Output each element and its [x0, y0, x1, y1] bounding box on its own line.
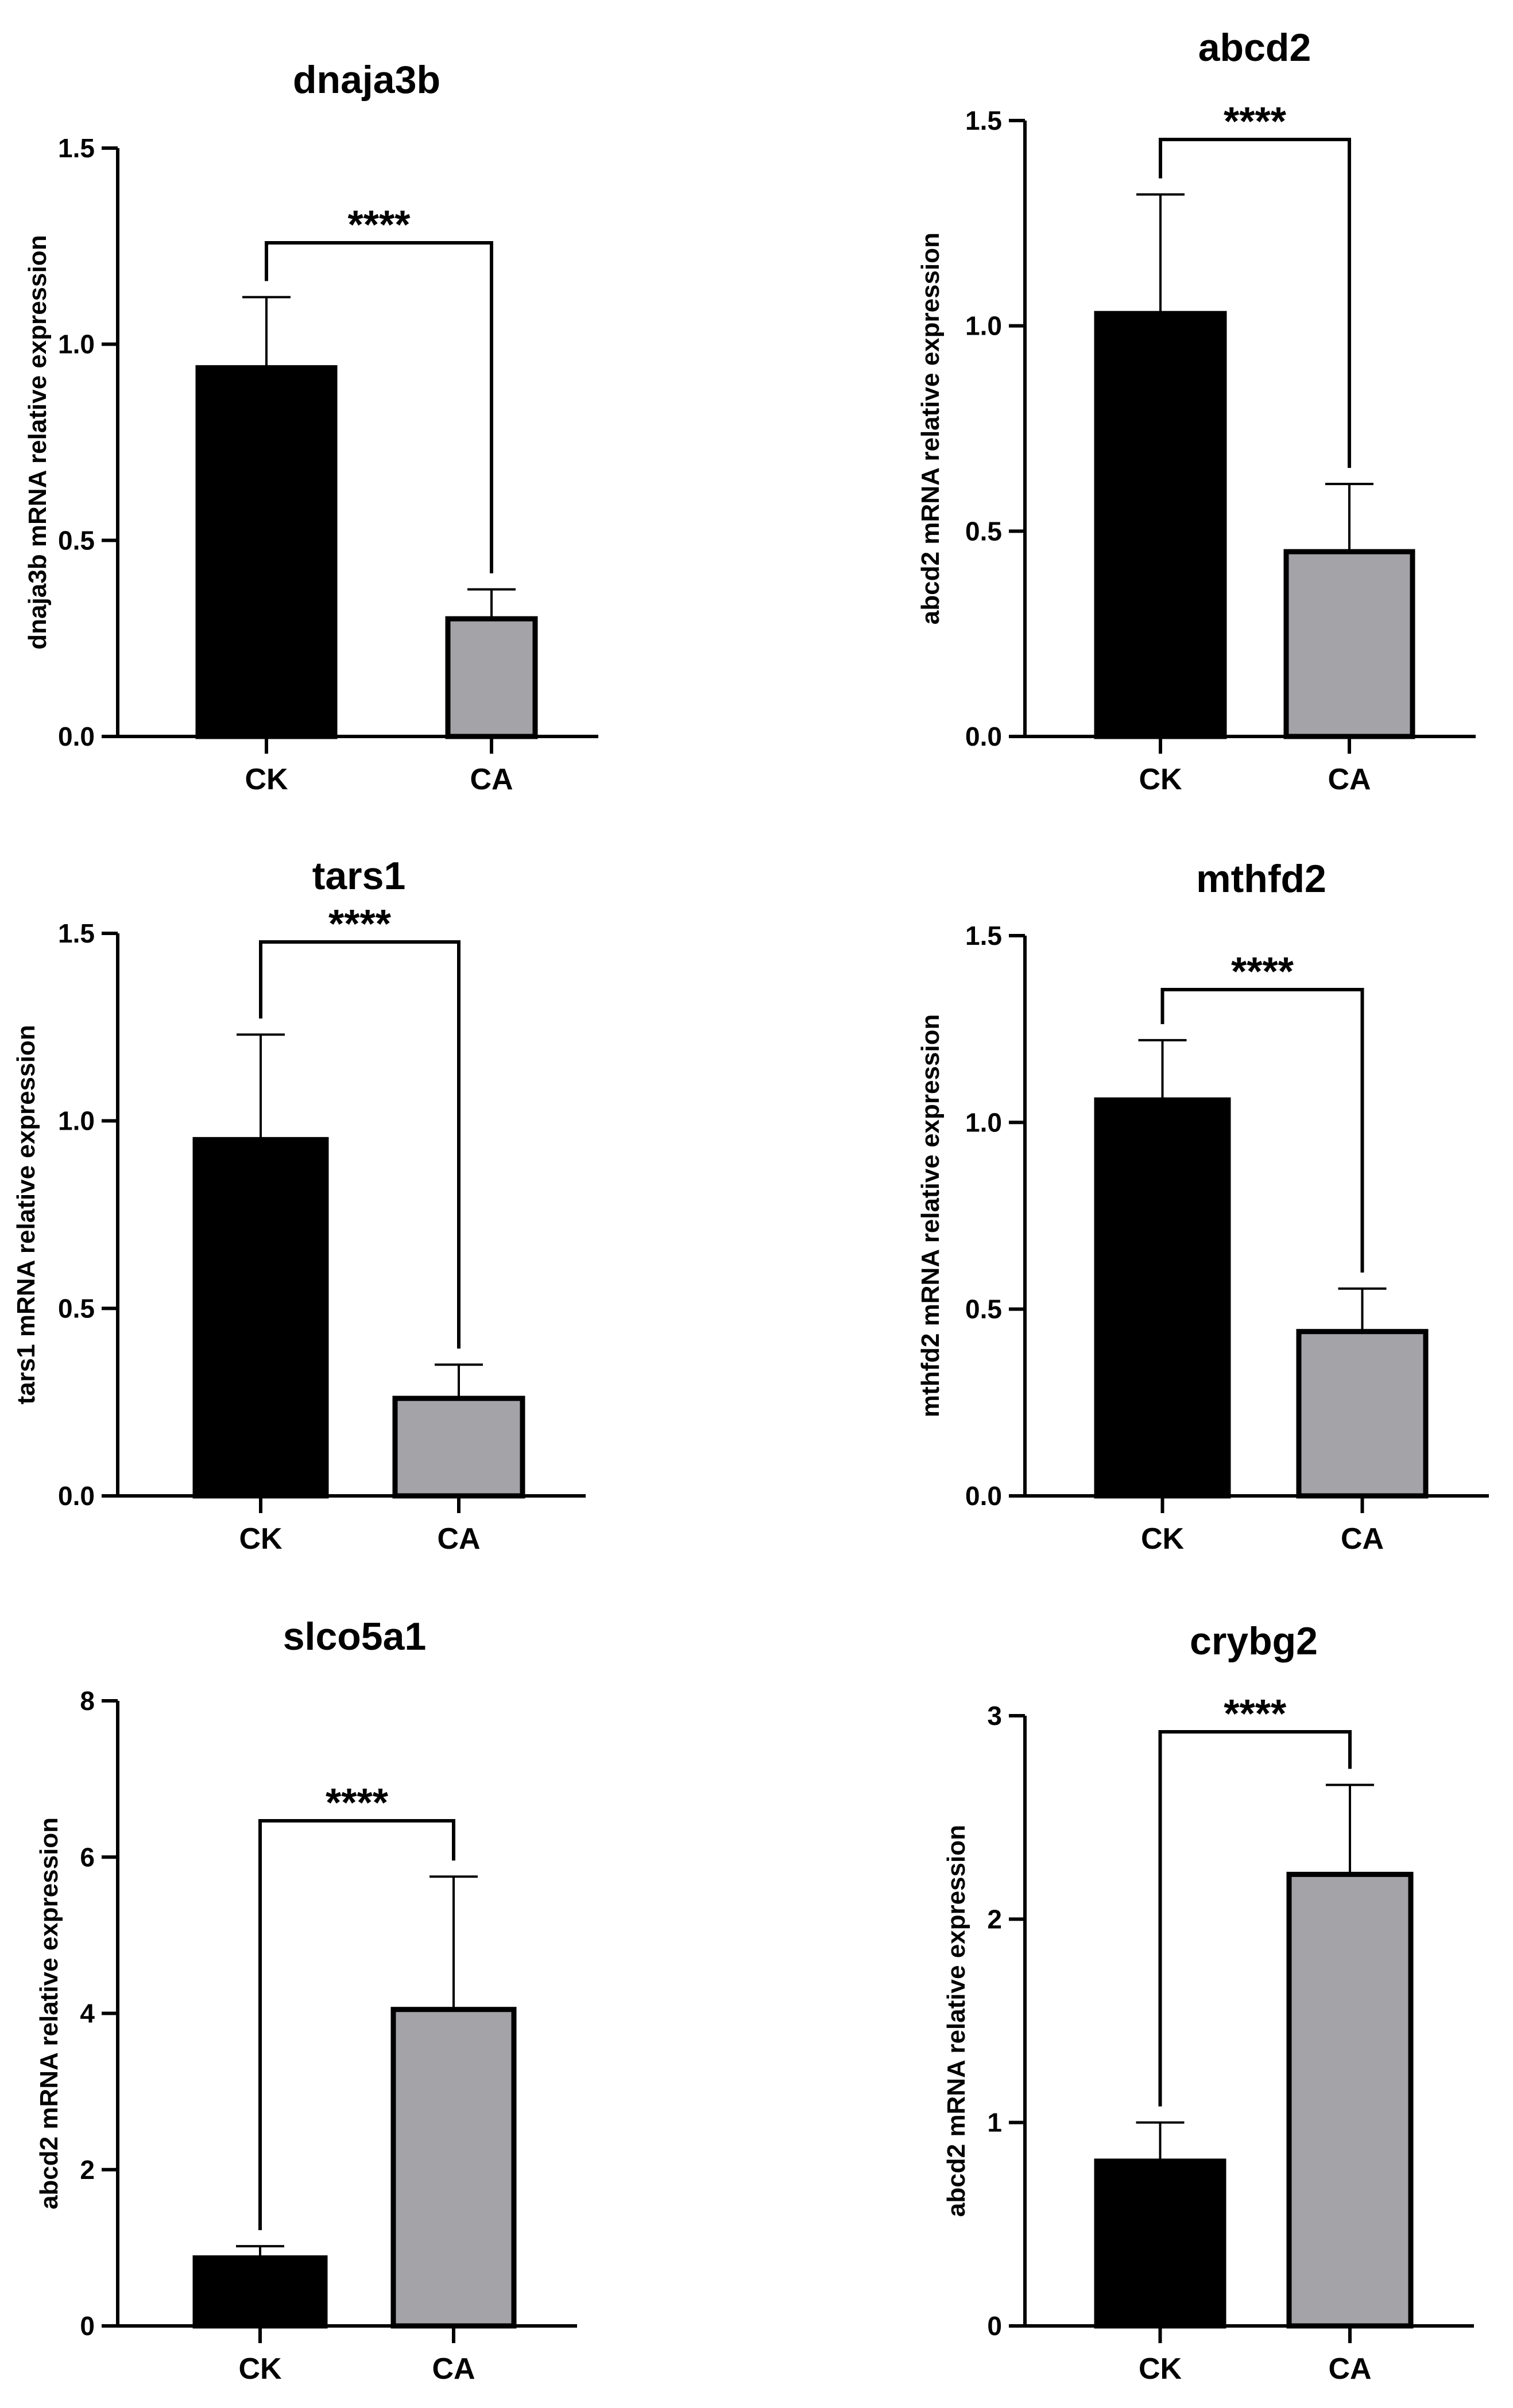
y-tick-label: 0.5	[965, 516, 1002, 546]
significance-marker: ****	[1231, 949, 1294, 994]
y-tick-label: 1.0	[58, 329, 95, 359]
significance-bracket	[1160, 988, 1364, 1273]
y-tick-label: 0.0	[965, 1481, 1002, 1511]
significance-marker: ****	[326, 1780, 389, 1825]
y-tick-label: 0.0	[965, 722, 1002, 751]
bar-ca	[392, 1395, 525, 1499]
significance-marker: ****	[1224, 99, 1287, 144]
bar-ck	[1094, 1097, 1231, 1499]
y-axis-label: abcd2 mRNA relative expression	[35, 1817, 63, 2209]
significance-marker: ****	[1224, 1691, 1287, 1736]
x-tick-label: CA	[1328, 2352, 1371, 2386]
significance-bracket	[1158, 1730, 1352, 2107]
chart-title: crybg2	[1190, 1619, 1318, 1663]
chart-title: tars1	[312, 854, 406, 898]
chart-title: mthfd2	[1196, 857, 1326, 901]
significance-marker: ****	[348, 202, 411, 247]
y-axis-label: abcd2 mRNA relative expression	[942, 1825, 970, 2217]
y-tick-label: 1.5	[965, 921, 1002, 951]
y-tick-label: 0	[987, 2311, 1002, 2341]
bar-ck	[1094, 2158, 1226, 2329]
y-tick-label: 1.5	[58, 918, 95, 948]
bar-ck	[195, 365, 338, 739]
y-tick-label: 1	[987, 2108, 1002, 2138]
bar-ck	[192, 1137, 329, 1499]
chart-title: abcd2	[1198, 26, 1311, 69]
x-tick-label: CK	[245, 763, 288, 796]
y-tick-label: 0.0	[58, 1481, 95, 1511]
bar-ck	[192, 2255, 328, 2329]
bar-ca	[1286, 1871, 1414, 2329]
x-tick-label: CK	[1139, 2352, 1182, 2386]
y-axis-label: tars1 mRNA relative expression	[12, 1025, 40, 1404]
y-tick-label: 1.5	[58, 133, 95, 163]
y-tick-label: 8	[80, 1686, 95, 1716]
bar-ca	[445, 616, 538, 739]
x-tick-label: CA	[437, 1522, 480, 1556]
significance-bracket	[265, 241, 493, 573]
y-tick-label: 0.0	[58, 722, 95, 751]
y-axis-label: mthfd2 mRNA relative expression	[916, 1014, 945, 1418]
significance-bracket	[258, 1819, 455, 2231]
y-tick-label: 0	[80, 2311, 95, 2341]
y-tick-label: 6	[80, 1842, 95, 1872]
y-tick-label: 2	[987, 1904, 1002, 1934]
x-tick-label: CK	[1141, 1522, 1185, 1556]
x-tick-label: CA	[470, 763, 513, 796]
significance-bracket	[259, 940, 461, 1349]
significance-marker: ****	[328, 901, 392, 946]
y-tick-label: 3	[987, 1701, 1002, 1731]
significance-bracket	[1159, 138, 1351, 468]
y-tick-label: 1.0	[965, 311, 1002, 341]
y-tick-label: 1.0	[965, 1107, 1002, 1137]
y-tick-label: 0.5	[965, 1294, 1002, 1324]
y-axis-label: dnaja3b mRNA relative expression	[24, 235, 52, 649]
chart-title: slco5a1	[283, 1615, 427, 1658]
bar-ca	[1296, 1329, 1429, 1499]
bar-ck	[1094, 311, 1227, 739]
y-tick-label: 0.5	[58, 525, 95, 555]
y-tick-label: 4	[80, 1999, 95, 2029]
x-tick-label: CK	[238, 2352, 282, 2386]
bar-ca	[390, 2007, 517, 2329]
x-tick-label: CA	[1328, 763, 1371, 796]
bar-ca	[1283, 549, 1415, 739]
x-tick-label: CK	[239, 1522, 283, 1556]
y-axis-label: abcd2 mRNA relative expression	[916, 232, 945, 625]
y-tick-label: 1.5	[965, 106, 1002, 135]
y-tick-label: 0.5	[58, 1293, 95, 1323]
x-tick-label: CA	[1341, 1522, 1384, 1556]
x-tick-label: CK	[1139, 763, 1182, 796]
y-tick-label: 2	[80, 2155, 95, 2185]
chart-title: dnaja3b	[293, 58, 440, 102]
y-tick-label: 1.0	[58, 1106, 95, 1136]
x-tick-label: CA	[432, 2352, 475, 2386]
